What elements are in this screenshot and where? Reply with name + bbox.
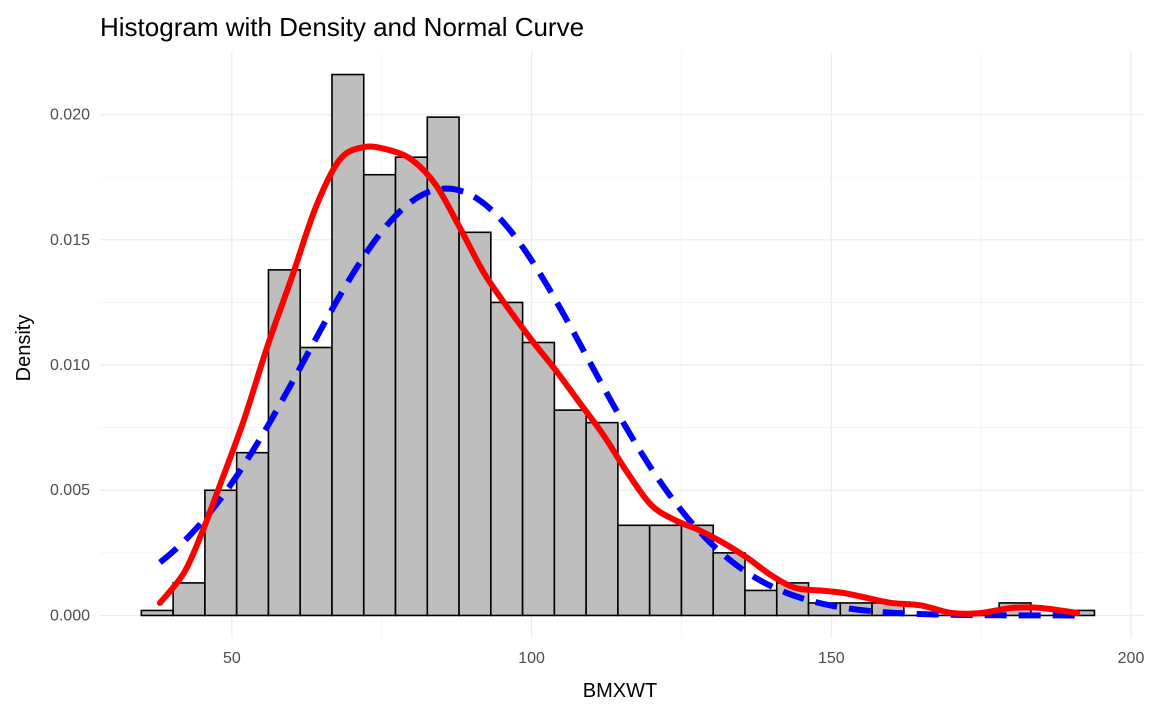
density-curve (156, 143, 1081, 617)
histogram-bar (394, 156, 429, 617)
histogram-bar (617, 524, 651, 617)
histogram-bar (712, 552, 746, 617)
histogram-bar (235, 451, 270, 617)
histogram-bar (458, 231, 492, 617)
x-tick-label: 200 (1118, 650, 1145, 667)
x-tick-label: 150 (818, 650, 845, 667)
histogram-bar (553, 409, 587, 617)
histogram-bar (299, 346, 333, 617)
x-tick-label: 50 (223, 650, 241, 667)
histogram-bar (362, 173, 397, 617)
y-axis-title: Density (13, 315, 35, 382)
normal-curve (158, 185, 1078, 619)
y-tick-label: 0.010 (50, 357, 90, 374)
x-tick-label: 100 (518, 650, 545, 667)
tick-labels: 50 100 150 200 0.000 0.005 0.010 0.015 0.020 (50, 107, 1145, 667)
y-tick-label: 0.000 (50, 607, 90, 624)
histogram-bar (490, 301, 524, 617)
histogram-bar (172, 582, 206, 617)
y-tick-label: 0.015 (50, 232, 90, 249)
x-axis-title: BMXWT (583, 680, 657, 702)
histogram-bar (521, 341, 556, 617)
y-tick-label: 0.020 (50, 107, 90, 124)
histogram-bar (648, 524, 683, 617)
histogram-bar (140, 609, 174, 617)
histogram-bar (744, 589, 778, 617)
chart-title: Histogram with Density and Normal Curve (100, 12, 584, 42)
curves (156, 143, 1081, 619)
histogram-bars (140, 73, 1096, 617)
y-tick-label: 0.005 (50, 482, 90, 499)
